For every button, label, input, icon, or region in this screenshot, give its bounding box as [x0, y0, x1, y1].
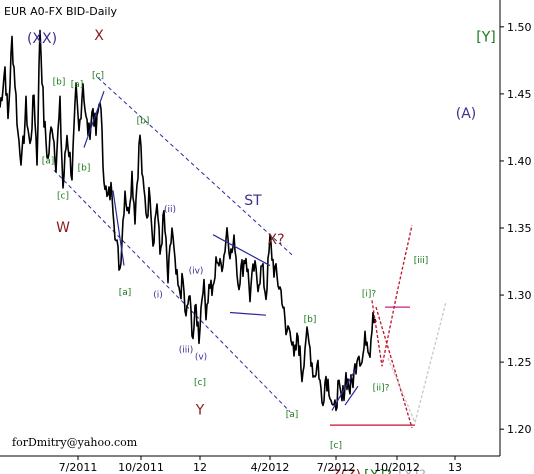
wave-label: [c]: [194, 378, 206, 388]
wave-label: ST: [244, 193, 262, 209]
wave-lines: [83, 90, 415, 426]
y-tick-label: 1.30: [507, 289, 532, 302]
wave-line: [212, 234, 271, 267]
y-tick-label: 1.45: [507, 88, 532, 101]
y-tick-label: 1.35: [507, 222, 532, 235]
wave-label: [c]: [92, 71, 104, 81]
chart-title: EUR A0-FX BID-Daily: [4, 5, 118, 18]
wave-label: [b]: [53, 77, 66, 87]
channel-line: [53, 169, 291, 413]
x-tick-label: 4/2012: [251, 461, 290, 474]
x-tick-label: 10/2012: [374, 461, 420, 474]
wave-label: (iv): [189, 267, 204, 277]
wave-label: (iii): [179, 346, 194, 356]
projection-path: [371, 225, 413, 367]
wave-label: [Y]: [476, 30, 495, 46]
wave-line: [83, 90, 105, 148]
wave-line: [229, 311, 267, 316]
wave-label: [X]?: [398, 468, 426, 474]
wave-line: [112, 190, 125, 266]
x-tick-label: 10/2011: [118, 461, 164, 474]
wave-label: X: [94, 28, 104, 44]
projection-path: [387, 301, 447, 425]
wave-label: [i]?: [362, 289, 377, 299]
wave-label: [a]: [42, 157, 55, 167]
wave-label: [ii]?: [373, 383, 390, 393]
price-line: [0, 29, 377, 412]
y-axis: 1.20 1.25 1.30 1.35 1.40 1.45 1.50: [500, 21, 532, 436]
wave-labels: (XX) X [Y] (A) [b] [a] [c] [b] [a] [b] [c] W ST (ii) X…: [27, 28, 496, 474]
x-axis: 7/2011 10/2011 12 4/2012 7/2012 10/2012 13: [59, 456, 462, 474]
x-tick-label: 12: [193, 461, 207, 474]
wave-label: Z(Z): [331, 468, 361, 474]
wave-label: [b]: [78, 163, 91, 173]
wave-label: W: [56, 220, 70, 236]
wave-label: [c]: [57, 191, 69, 201]
wave-label: (A): [456, 106, 477, 122]
wave-label: Y: [195, 402, 205, 418]
wave-label: (i): [153, 291, 163, 301]
wave-label: [iii]: [414, 256, 429, 266]
trend-channels: [53, 77, 293, 413]
y-tick-label: 1.20: [507, 423, 532, 436]
wave-label: X?: [267, 232, 284, 248]
x-tick-label: 7/2012: [317, 461, 356, 474]
wave-label: [c]: [330, 441, 342, 451]
y-tick-label: 1.40: [507, 155, 532, 168]
price-series: [0, 29, 377, 412]
wave-label: [b]: [304, 315, 317, 325]
author-credit: forDmitry@yahoo.com: [12, 436, 138, 449]
wave-line: [331, 368, 357, 411]
wave-label: [a]: [286, 410, 299, 420]
y-tick-label: 1.25: [507, 356, 532, 369]
channel-line: [97, 77, 293, 256]
x-tick-label: 7/2011: [59, 461, 98, 474]
wave-label: (v): [195, 352, 207, 362]
wave-label: (XX): [27, 31, 57, 47]
y-tick-label: 1.50: [507, 21, 532, 34]
plot-frame: [0, 0, 501, 457]
wave-label: (ii): [164, 205, 176, 215]
x-tick-label: 13: [448, 461, 462, 474]
wave-line: [344, 385, 359, 406]
wave-label: [a]: [119, 288, 132, 298]
wave-label: [b]: [137, 116, 150, 126]
projection-path: [375, 306, 413, 428]
wave-label: [X]?: [364, 468, 392, 474]
wave-label: [a]: [71, 80, 84, 90]
projections: [371, 225, 447, 428]
